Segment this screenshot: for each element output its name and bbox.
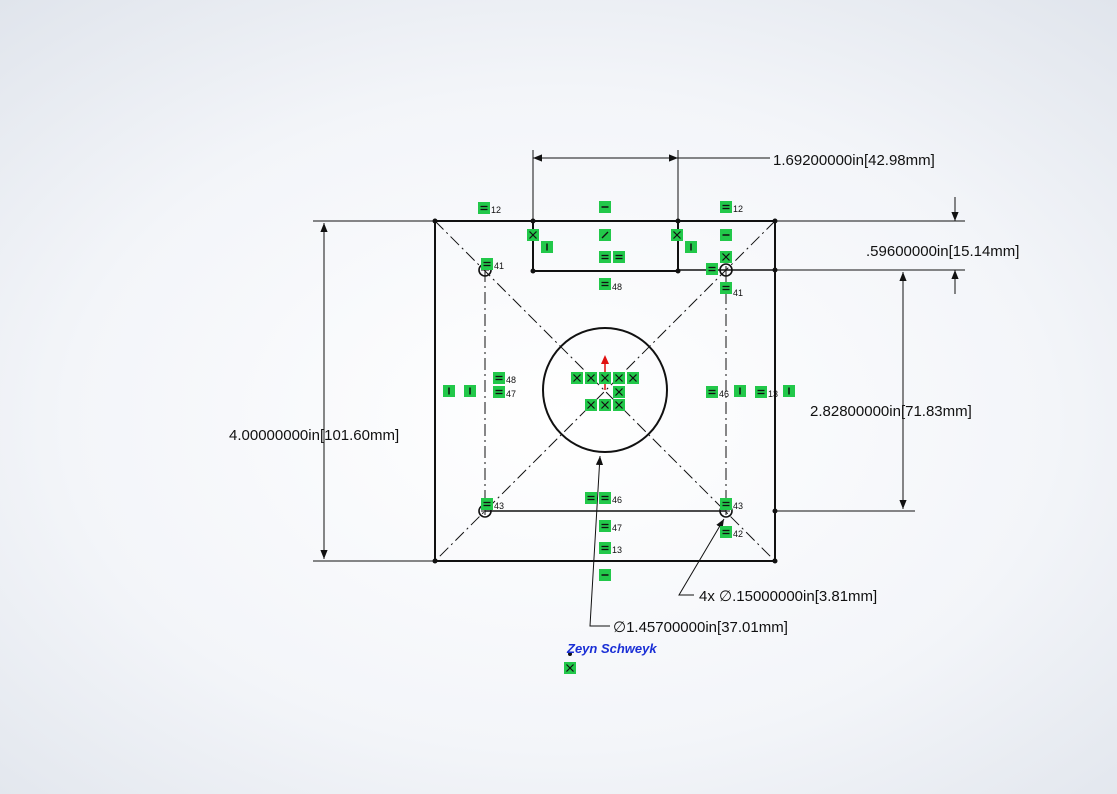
svg-text:43: 43 bbox=[494, 501, 504, 511]
sketch-points bbox=[432, 218, 778, 564]
svg-text:48: 48 bbox=[612, 282, 622, 292]
svg-text:4x ∅.15000000in[3.81mm]: 4x ∅.15000000in[3.81mm] bbox=[699, 588, 877, 605]
svg-text:42: 42 bbox=[733, 529, 743, 539]
svg-text:47: 47 bbox=[612, 523, 622, 533]
sketch-relations: 12 12 41 41 48 48 47 bbox=[443, 201, 795, 581]
svg-text:48: 48 bbox=[506, 375, 516, 385]
svg-text:Zeyn Schweyk: Zeyn Schweyk bbox=[566, 641, 657, 656]
top-slot[interactable] bbox=[532, 220, 679, 272]
svg-text:.59600000in[15.14mm]: .59600000in[15.14mm] bbox=[866, 243, 1019, 260]
dimension-small-holes[interactable]: 4x ∅.15000000in[3.81mm] bbox=[678, 518, 877, 605]
dimension-center-hole[interactable]: ∅1.45700000in[37.01mm] bbox=[589, 455, 788, 636]
svg-text:12: 12 bbox=[491, 205, 501, 215]
svg-text:46: 46 bbox=[719, 389, 729, 399]
svg-text:41: 41 bbox=[494, 261, 504, 271]
dimension-top-offset[interactable]: .59600000in[15.14mm] bbox=[732, 197, 1019, 294]
svg-text:13: 13 bbox=[768, 389, 778, 399]
svg-text:43: 43 bbox=[733, 501, 743, 511]
dimension-overall-height[interactable]: 4.00000000in[101.60mm] bbox=[229, 220, 433, 562]
svg-text:4.00000000in[101.60mm]: 4.00000000in[101.60mm] bbox=[229, 427, 399, 444]
dimension-hole-spacing[interactable]: 2.82800000in[71.83mm] bbox=[775, 272, 972, 512]
svg-text:47: 47 bbox=[506, 389, 516, 399]
center-hole[interactable] bbox=[542, 327, 668, 453]
svg-text:∅1.45700000in[37.01mm]: ∅1.45700000in[37.01mm] bbox=[613, 619, 788, 636]
author-text[interactable]: Zeyn Schweyk bbox=[564, 641, 657, 674]
svg-text:13: 13 bbox=[612, 545, 622, 555]
svg-text:2.82800000in[71.83mm]: 2.82800000in[71.83mm] bbox=[810, 403, 972, 420]
svg-text:1.69200000in[42.98mm]: 1.69200000in[42.98mm] bbox=[773, 152, 935, 169]
svg-text:12: 12 bbox=[733, 204, 743, 214]
svg-text:46: 46 bbox=[612, 495, 622, 505]
svg-text:41: 41 bbox=[733, 288, 743, 298]
dimension-top-width[interactable]: 1.69200000in[42.98mm] bbox=[532, 150, 935, 219]
